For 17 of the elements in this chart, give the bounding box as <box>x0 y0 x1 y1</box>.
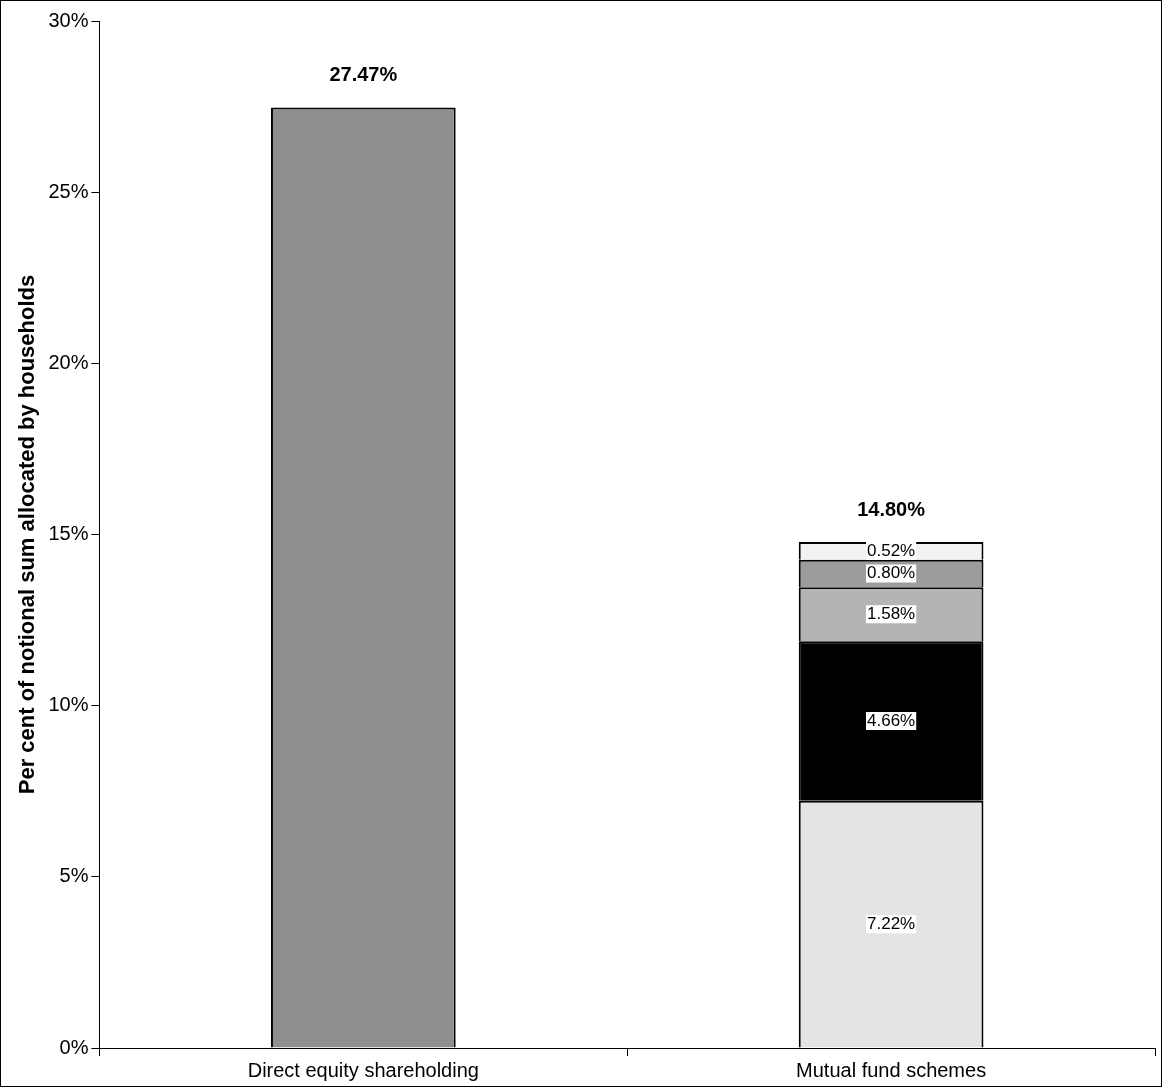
y-tick-label: 30% <box>48 8 89 31</box>
data-label: 4.66% <box>867 710 916 730</box>
total-label: 27.47% <box>329 63 398 86</box>
total-label: 14.80% <box>857 497 926 520</box>
data-label: 0.80% <box>867 563 916 583</box>
data-label: 1.58% <box>867 603 916 623</box>
data-label: 0.52% <box>867 540 916 560</box>
y-axis-title: Per cent of notional sum allocated by households <box>14 274 40 795</box>
data-label: 7.22% <box>867 913 916 933</box>
y-tick-label: 20% <box>48 350 89 373</box>
y-tick-label: 0% <box>59 1035 89 1058</box>
x-tick-label: Mutual fund schemes <box>796 1058 987 1081</box>
y-tick-label: 25% <box>48 179 89 202</box>
y-tick-label: 15% <box>48 522 89 545</box>
y-tick-label: 5% <box>59 864 89 887</box>
y-tick-label: 10% <box>48 693 89 716</box>
x-tick-label: Direct equity shareholding <box>247 1058 479 1081</box>
